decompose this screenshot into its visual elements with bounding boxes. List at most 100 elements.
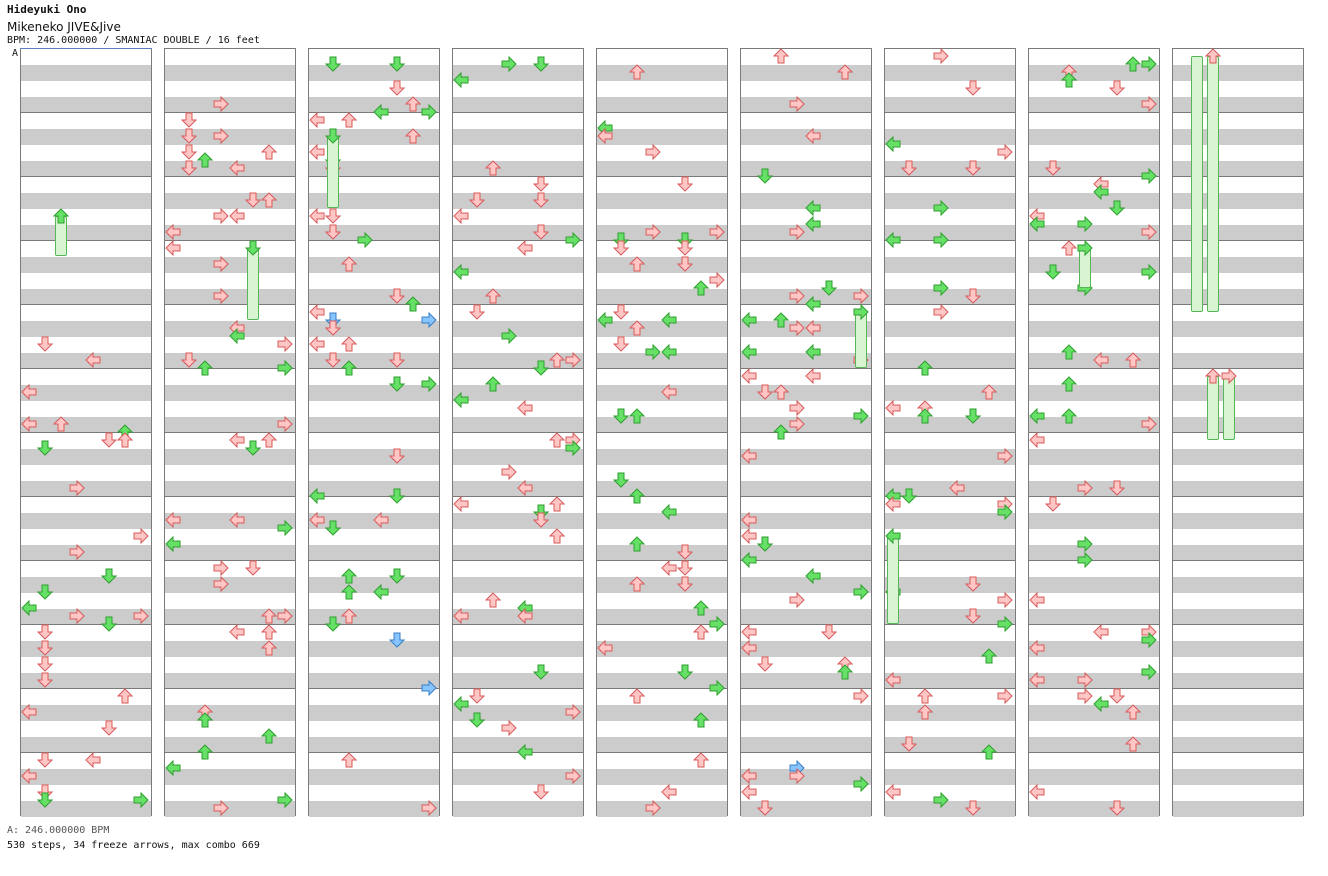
beat-stripe <box>21 161 151 177</box>
step-arrow-icon <box>741 784 757 800</box>
measure-line <box>309 560 439 561</box>
step-arrow-icon <box>373 512 389 528</box>
step-arrow-icon <box>261 192 277 208</box>
step-arrow-icon <box>341 256 357 272</box>
beat-stripe <box>741 417 871 433</box>
step-arrow-icon <box>565 768 581 784</box>
step-arrow-icon <box>309 304 325 320</box>
freeze-arrow <box>1207 56 1219 312</box>
measure-line <box>165 496 295 497</box>
beat-stripe <box>21 97 151 113</box>
beat-stripe <box>1173 769 1303 785</box>
step-arrow-icon <box>901 488 917 504</box>
step-arrow-icon <box>645 800 661 816</box>
step-arrow-icon <box>1093 624 1109 640</box>
measure-line <box>597 496 727 497</box>
step-arrow-icon <box>805 216 821 232</box>
beat-stripe <box>597 449 727 465</box>
beat-stripe <box>1173 225 1303 241</box>
measure-line <box>165 432 295 433</box>
measure-line <box>309 688 439 689</box>
beat-stripe <box>1173 449 1303 465</box>
beat-stripe <box>1029 737 1159 753</box>
beat-stripe <box>309 257 439 273</box>
beat-stripe <box>453 769 583 785</box>
measure-line <box>165 560 295 561</box>
measure-line <box>741 752 871 753</box>
beat-stripe <box>309 321 439 337</box>
step-arrow-icon <box>981 648 997 664</box>
step-arrow-icon <box>453 264 469 280</box>
beat-stripe <box>21 513 151 529</box>
step-arrow-icon <box>693 624 709 640</box>
step-arrow-icon <box>245 560 261 576</box>
beat-stripe <box>597 545 727 561</box>
step-arrow-icon <box>805 344 821 360</box>
step-arrow-icon <box>533 360 549 376</box>
beat-stripe <box>21 225 151 241</box>
measure-line <box>597 432 727 433</box>
step-arrow-icon <box>245 240 261 256</box>
beat-stripe <box>1029 225 1159 241</box>
beat-stripe <box>597 129 727 145</box>
measure-line <box>21 112 151 113</box>
step-arrow-icon <box>805 128 821 144</box>
measure-line <box>885 688 1015 689</box>
step-arrow-icon <box>37 792 53 808</box>
step-arrow-icon <box>917 360 933 376</box>
beat-stripe <box>309 609 439 625</box>
measure-line <box>885 560 1015 561</box>
chart-info: BPM: 246.000000 / SMANIAC DOUBLE / 16 fe… <box>7 35 260 46</box>
measure-line <box>741 176 871 177</box>
step-arrow-icon <box>213 800 229 816</box>
step-arrow-icon <box>789 96 805 112</box>
measure-line <box>885 112 1015 113</box>
step-arrow-icon <box>1029 432 1045 448</box>
beat-stripe <box>1173 641 1303 657</box>
chart-column <box>884 48 1016 817</box>
measure-line <box>597 112 727 113</box>
step-arrow-icon <box>1141 632 1157 648</box>
step-arrow-icon <box>117 688 133 704</box>
step-arrow-icon <box>661 344 677 360</box>
beat-stripe <box>597 257 727 273</box>
step-arrow-icon <box>389 80 405 96</box>
step-arrow-icon <box>485 160 501 176</box>
step-arrow-icon <box>37 584 53 600</box>
step-arrow-icon <box>389 376 405 392</box>
freeze-arrow <box>887 536 899 624</box>
beat-stripe <box>1173 353 1303 369</box>
measure-line <box>453 112 583 113</box>
step-arrow-icon <box>405 96 421 112</box>
chart-column <box>1172 48 1304 817</box>
step-arrow-icon <box>213 576 229 592</box>
beat-stripe <box>1173 705 1303 721</box>
beat-stripe <box>21 481 151 497</box>
beat-stripe <box>1173 385 1303 401</box>
step-arrow-icon <box>325 56 341 72</box>
beat-stripe <box>309 769 439 785</box>
measure-line <box>21 688 151 689</box>
beat-stripe <box>165 449 295 465</box>
freeze-arrow <box>327 136 339 208</box>
step-arrow-icon <box>565 232 581 248</box>
beat-stripe <box>165 353 295 369</box>
measure-line <box>885 752 1015 753</box>
step-arrow-icon <box>997 144 1013 160</box>
beat-stripe <box>453 257 583 273</box>
step-arrow-icon <box>181 112 197 128</box>
measure-line <box>741 112 871 113</box>
chart-column <box>596 48 728 817</box>
step-arrow-icon <box>613 336 629 352</box>
beat-stripe <box>21 321 151 337</box>
step-arrow-icon <box>1061 376 1077 392</box>
step-arrow-icon <box>1109 80 1125 96</box>
step-arrow-icon <box>309 512 325 528</box>
step-arrow-icon <box>645 144 661 160</box>
step-arrow-icon <box>773 424 789 440</box>
step-arrow-icon <box>1029 592 1045 608</box>
measure-line <box>21 752 151 753</box>
beat-stripe <box>309 705 439 721</box>
step-arrow-icon <box>661 384 677 400</box>
step-arrow-icon <box>453 696 469 712</box>
